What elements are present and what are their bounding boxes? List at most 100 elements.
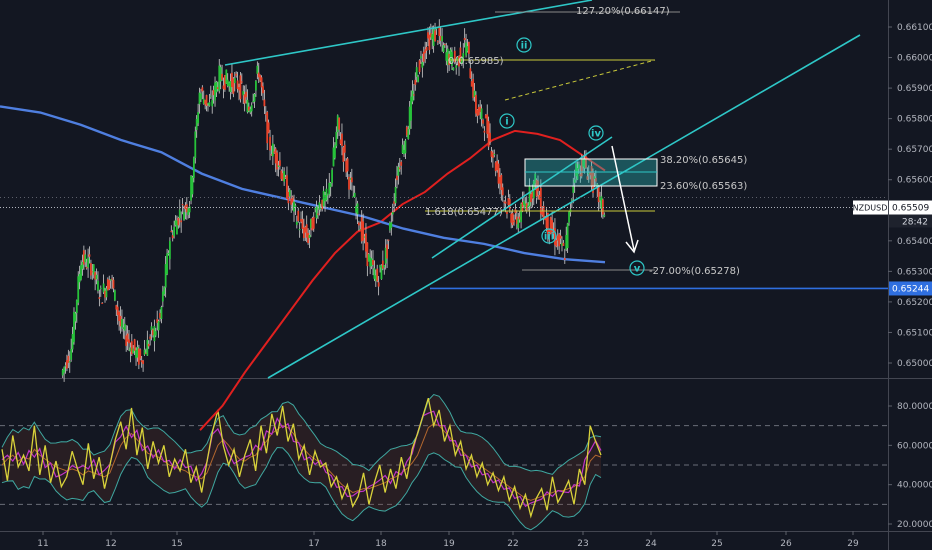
candle-body bbox=[95, 274, 98, 280]
candle-body bbox=[332, 147, 335, 167]
candle-body bbox=[294, 205, 297, 207]
candle-body bbox=[515, 216, 518, 225]
candle-body bbox=[396, 175, 398, 181]
candle-body bbox=[587, 173, 590, 175]
last-price-tag: 0.65509 bbox=[892, 204, 929, 214]
candle-body bbox=[121, 318, 123, 328]
candle-body bbox=[314, 208, 317, 210]
candle-body bbox=[133, 339, 136, 351]
candle-body bbox=[359, 228, 362, 230]
candle-body bbox=[130, 341, 133, 355]
candle-body bbox=[264, 113, 267, 115]
last-price-tag-bg bbox=[889, 200, 932, 215]
candle-body bbox=[215, 81, 218, 93]
candle-body bbox=[589, 172, 592, 176]
price-tick-label: 0.65000 bbox=[897, 359, 932, 369]
candle-body bbox=[431, 34, 434, 40]
candle-body bbox=[301, 219, 304, 229]
candle-body bbox=[603, 214, 606, 217]
candle-body bbox=[538, 194, 541, 200]
candle-body bbox=[159, 312, 161, 318]
candle-body bbox=[528, 185, 531, 207]
candle-body bbox=[446, 48, 449, 65]
candle-body bbox=[544, 218, 546, 221]
candle-body bbox=[500, 174, 503, 191]
candle-body bbox=[370, 258, 373, 267]
osc-upper-band bbox=[1, 393, 602, 475]
fib-0-label: 0(0.65985) bbox=[448, 56, 504, 67]
candle-body bbox=[424, 49, 427, 54]
candle-body bbox=[585, 156, 587, 168]
candle-body bbox=[513, 220, 515, 223]
candle-body bbox=[575, 163, 577, 177]
candle-body bbox=[506, 211, 508, 214]
candle-body bbox=[428, 34, 431, 51]
candle-body bbox=[404, 140, 407, 154]
candle-body bbox=[177, 217, 180, 226]
candle-body bbox=[233, 78, 236, 84]
candle-body bbox=[342, 147, 345, 162]
candle-body bbox=[181, 204, 184, 206]
time-tick-label: 15 bbox=[171, 539, 182, 549]
candle-body bbox=[242, 91, 245, 96]
candle-body bbox=[91, 271, 94, 273]
price-tick-label: 0.65600 bbox=[897, 176, 932, 186]
candle-body bbox=[150, 326, 153, 331]
price-tick-label: 0.65200 bbox=[897, 298, 932, 308]
candle-body bbox=[466, 46, 469, 52]
candle-body bbox=[63, 367, 66, 373]
candle-body bbox=[255, 80, 257, 91]
candle-body bbox=[448, 53, 451, 65]
candle-body bbox=[307, 232, 310, 244]
candle-body bbox=[597, 186, 600, 203]
osc-tick-label: 80.0000 bbox=[897, 402, 932, 412]
candle-body bbox=[458, 55, 460, 67]
time-tick-label: 19 bbox=[443, 539, 455, 549]
symbol-tag: NZDUSD bbox=[853, 204, 888, 213]
candle-body bbox=[531, 190, 534, 199]
wave-i-circle bbox=[499, 113, 515, 129]
candle-body bbox=[479, 106, 482, 113]
candle-body bbox=[559, 235, 562, 239]
candle-body bbox=[205, 95, 208, 106]
ma-red-line bbox=[199, 129, 606, 431]
candle-body bbox=[108, 280, 111, 289]
candle-body bbox=[315, 206, 318, 219]
candle-body bbox=[367, 254, 370, 262]
candle-body bbox=[170, 231, 173, 233]
candle-body bbox=[66, 360, 68, 369]
candle-body bbox=[137, 348, 140, 365]
candle-body bbox=[578, 164, 580, 169]
candle-body bbox=[548, 229, 551, 236]
candle-body bbox=[142, 360, 144, 364]
candle-body bbox=[119, 315, 122, 327]
symbol-tag-bg bbox=[853, 200, 888, 215]
candle-body bbox=[439, 35, 442, 41]
candle-body bbox=[224, 75, 226, 90]
candle-body bbox=[381, 260, 384, 269]
candle-body bbox=[322, 190, 325, 207]
candle-body bbox=[460, 57, 463, 64]
candle-body bbox=[281, 173, 284, 181]
candle-body bbox=[99, 287, 102, 289]
candle-body bbox=[68, 361, 71, 363]
candle-body bbox=[470, 81, 473, 87]
candle-body bbox=[408, 106, 411, 130]
candle-body bbox=[573, 179, 576, 183]
candle-body bbox=[372, 259, 374, 265]
candle-body bbox=[167, 252, 170, 254]
candle-body bbox=[168, 240, 171, 260]
candle-body bbox=[97, 280, 99, 291]
candle-body bbox=[249, 109, 252, 113]
candle-body bbox=[476, 109, 479, 117]
candle-body bbox=[115, 305, 118, 310]
candle-body bbox=[246, 99, 249, 113]
candle-body bbox=[356, 203, 359, 215]
candle-body bbox=[355, 205, 357, 213]
candle-body bbox=[411, 90, 414, 102]
candle-body bbox=[489, 132, 491, 142]
candle-body bbox=[475, 94, 477, 114]
candle-body bbox=[147, 343, 150, 347]
